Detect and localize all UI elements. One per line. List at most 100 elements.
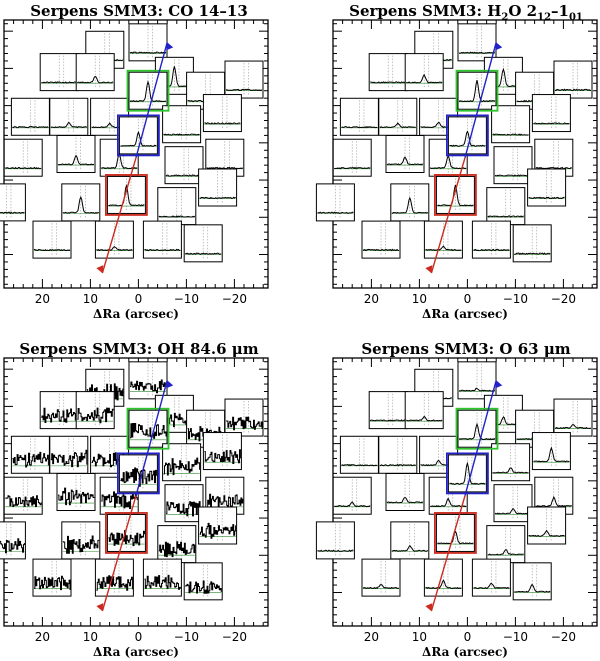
- spaxel-24: [198, 168, 238, 207]
- blue-outflow-arrow: [464, 42, 497, 158]
- spectrum-line: [391, 196, 429, 214]
- spaxel-20: [0, 521, 26, 560]
- spaxel-23: [157, 187, 197, 226]
- spaxel-9: [49, 435, 89, 474]
- spectrum-line: [528, 196, 565, 200]
- spaxel-22: [106, 513, 146, 552]
- spectrum-line: [12, 125, 49, 129]
- spectrum-line: [449, 461, 486, 485]
- spectrum-line: [129, 51, 167, 54]
- spectrum-line: [514, 252, 551, 256]
- spaxel-15: [385, 473, 425, 511]
- x-tick-label: 10: [83, 630, 98, 644]
- red-highlight-box: [433, 174, 477, 216]
- spaxel-13: [531, 432, 571, 471]
- panel-co-14-13: Serpens SMM3: CO 14–13 20 10 0 −10 −20 ΔRa (a…: [0, 2, 269, 321]
- spectrum-line: [199, 522, 237, 539]
- spectrum-line: [362, 248, 399, 252]
- spectrum-line: [144, 574, 181, 590]
- spaxel-8: [10, 435, 50, 474]
- spaxel-28: [183, 562, 223, 601]
- spaxel-28: [512, 562, 552, 601]
- spectrum-line: [96, 246, 133, 252]
- spectrum-line: [425, 245, 462, 251]
- spaxel-28: [512, 224, 552, 263]
- spaxel-2: [128, 23, 168, 62]
- spaxel-21: [390, 183, 430, 222]
- spaxel-27: [471, 558, 511, 597]
- spaxel-23: [157, 525, 197, 564]
- x-tick-label: −20: [222, 292, 247, 306]
- spectrum-line: [405, 415, 443, 422]
- spaxel-15: [56, 135, 96, 173]
- spaxel-23: [486, 525, 526, 564]
- spaxel-15: [56, 473, 96, 511]
- spectrum-line: [33, 248, 71, 252]
- blue-highlight-box: [117, 452, 160, 495]
- spaxel-25: [32, 558, 72, 597]
- spaxel-4: [75, 391, 115, 430]
- spaxel-2: [457, 23, 497, 62]
- spaxel-24: [527, 168, 567, 207]
- spaxel-13: [531, 94, 571, 133]
- spaxel-22: [435, 513, 475, 552]
- blue-highlight-box: [117, 114, 160, 157]
- spaxel-26: [423, 558, 463, 597]
- spaxel-2: [457, 361, 497, 400]
- x-tick-label: 20: [35, 630, 50, 644]
- spaxel-21: [61, 521, 101, 560]
- spectrum-line: [386, 497, 424, 504]
- spectrum-line: [108, 530, 145, 547]
- spaxel-3: [368, 391, 408, 430]
- spaxel-22: [106, 175, 146, 214]
- x-tick-label: 20: [364, 630, 379, 644]
- spectrum-line: [528, 529, 565, 537]
- spectrum-line: [96, 575, 133, 591]
- spectrum-line: [458, 387, 495, 392]
- spaxel-9: [378, 435, 418, 474]
- x-tick-label: −10: [174, 630, 199, 644]
- spectrum-line: [5, 495, 42, 507]
- x-tick-label: −20: [551, 630, 576, 644]
- x-axis-label: ΔRa (arcsec): [422, 645, 508, 659]
- spectrum-line: [185, 580, 222, 594]
- blue-arrowhead: [166, 380, 174, 389]
- spaxel-27: [471, 220, 511, 259]
- spaxel-26: [423, 220, 463, 259]
- spectrum-line: [226, 416, 263, 431]
- panel-title: Serpens SMM3: H2O 212–101: [349, 2, 583, 23]
- spaxel-box: [531, 432, 571, 471]
- spectrum-line: [473, 582, 510, 590]
- spaxel-7: [224, 398, 264, 437]
- x-tick-label: 20: [364, 292, 379, 306]
- x-tick-label: −20: [222, 630, 247, 644]
- spaxel-20: [315, 521, 355, 560]
- spectrum-line: [487, 215, 524, 218]
- spectrum-line: [129, 80, 167, 103]
- spectrum-line: [12, 451, 49, 468]
- x-tick-label: −10: [503, 292, 528, 306]
- spectrum-line: [77, 407, 114, 424]
- spectrum-line: [185, 252, 222, 255]
- red-outflow-arrow: [430, 157, 466, 274]
- red-highlight-box: [433, 512, 477, 554]
- spectrum-line: [473, 248, 510, 252]
- spaxel-23: [486, 187, 526, 226]
- spaxel-27: [142, 220, 182, 259]
- spectrum-line: [0, 538, 25, 554]
- spaxel-21: [390, 521, 430, 560]
- spectrum-line: [535, 166, 572, 170]
- spectrum-line: [199, 196, 236, 199]
- spectrum-line: [144, 248, 181, 252]
- spaxel-2: [128, 361, 168, 400]
- spaxel-4: [404, 53, 444, 92]
- spaxel-box: [0, 521, 26, 560]
- panel-h2o-212-101: Serpens SMM3: H2O 212–101 20 10 0 −10 −20 ΔRa…: [315, 2, 598, 321]
- spaxel-18: [164, 484, 204, 523]
- spaxel-13: [202, 432, 242, 471]
- spectrum-line: [76, 75, 114, 84]
- spectrum-line: [494, 507, 532, 515]
- spectrum-line: [62, 195, 99, 214]
- spectrum-line: [334, 166, 371, 170]
- spaxel-11: [128, 71, 168, 110]
